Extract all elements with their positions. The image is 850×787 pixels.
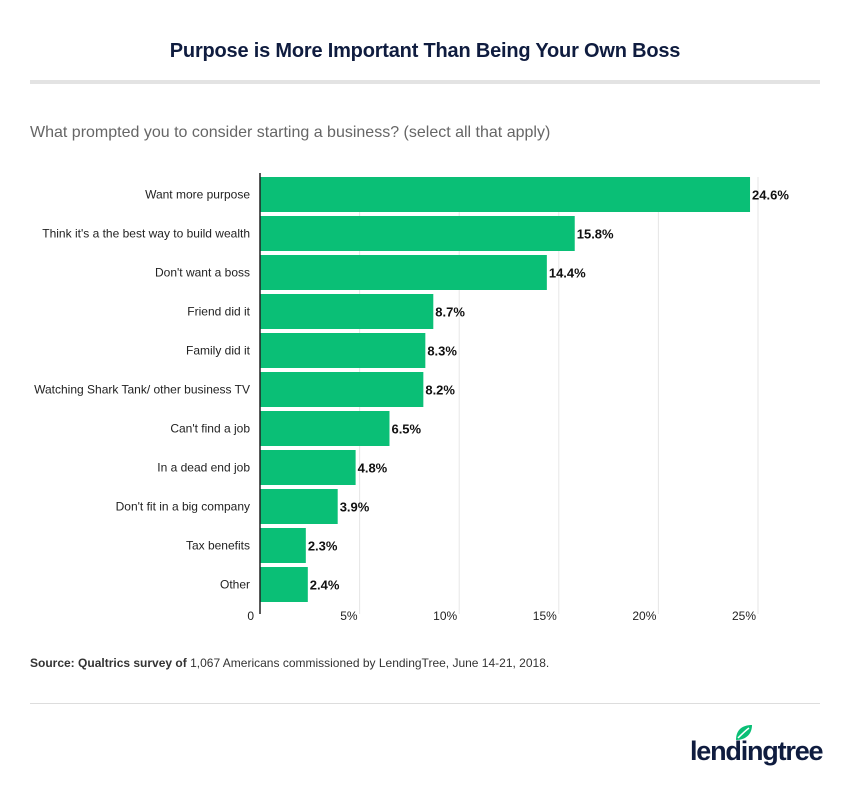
leaf-icon	[736, 725, 752, 740]
x-tick-label: 25%	[732, 609, 756, 623]
data-label: 3.9%	[340, 500, 370, 515]
chart-title: Purpose is More Important Than Being You…	[169, 40, 681, 62]
bar-chart: Want more purpose 24.6% Think it's a the b…	[34, 173, 789, 623]
bar	[260, 177, 751, 212]
data-label: 14.4%	[549, 266, 586, 281]
data-label: 2.3%	[308, 539, 338, 554]
lendingtree-logo: lendingtree	[690, 724, 825, 772]
category-label: Want more purpose	[145, 188, 250, 202]
data-label: 8.3%	[427, 344, 457, 359]
category-label: In a dead end job	[157, 461, 250, 475]
data-label: 24.6%	[752, 188, 789, 203]
data-label: 15.8%	[577, 227, 614, 242]
bar	[260, 567, 308, 602]
category-label: Family did it	[186, 344, 251, 358]
bar	[260, 489, 338, 524]
bar	[260, 294, 434, 329]
source-label: Source:	[30, 656, 75, 670]
x-tick-label: 15%	[533, 609, 557, 623]
category-label: Tax benefits	[186, 539, 250, 553]
category-label: Friend did it	[187, 305, 250, 319]
bar	[260, 528, 306, 563]
category-label: Watching Shark Tank/ other business TV	[34, 383, 250, 397]
bar	[260, 372, 424, 407]
x-tick-label: 0	[247, 609, 254, 623]
category-label: Don't fit in a big company	[116, 500, 250, 514]
data-label: 4.8%	[358, 461, 388, 476]
data-label: 8.7%	[435, 305, 465, 320]
category-label: Think it's a the best way to build wealt…	[42, 227, 250, 241]
category-label: Can't find a job	[170, 422, 250, 436]
logo-text: lendingtree	[690, 736, 824, 766]
bar	[260, 450, 356, 485]
source-note: Source: Qualtrics survey of 1,067 Americ…	[30, 656, 549, 670]
footer-divider	[30, 703, 820, 704]
data-label: 8.2%	[425, 383, 455, 398]
bar	[260, 255, 547, 290]
category-label: Don't want a boss	[155, 266, 250, 280]
survey-question: What prompted you to consider starting a…	[30, 124, 551, 141]
x-tick-label: 10%	[433, 609, 457, 623]
source-text: 1,067 Americans commissioned by LendingT…	[190, 656, 550, 670]
category-label: Other	[220, 578, 250, 592]
data-label: 6.5%	[391, 422, 421, 437]
x-tick-label: 5%	[340, 609, 358, 623]
source-prefix: Qualtrics survey of	[78, 656, 187, 670]
bar	[260, 216, 575, 251]
bar	[260, 333, 426, 368]
title-divider	[30, 80, 820, 84]
bar	[260, 411, 390, 446]
data-label: 2.4%	[310, 578, 340, 593]
x-tick-label: 20%	[632, 609, 656, 623]
